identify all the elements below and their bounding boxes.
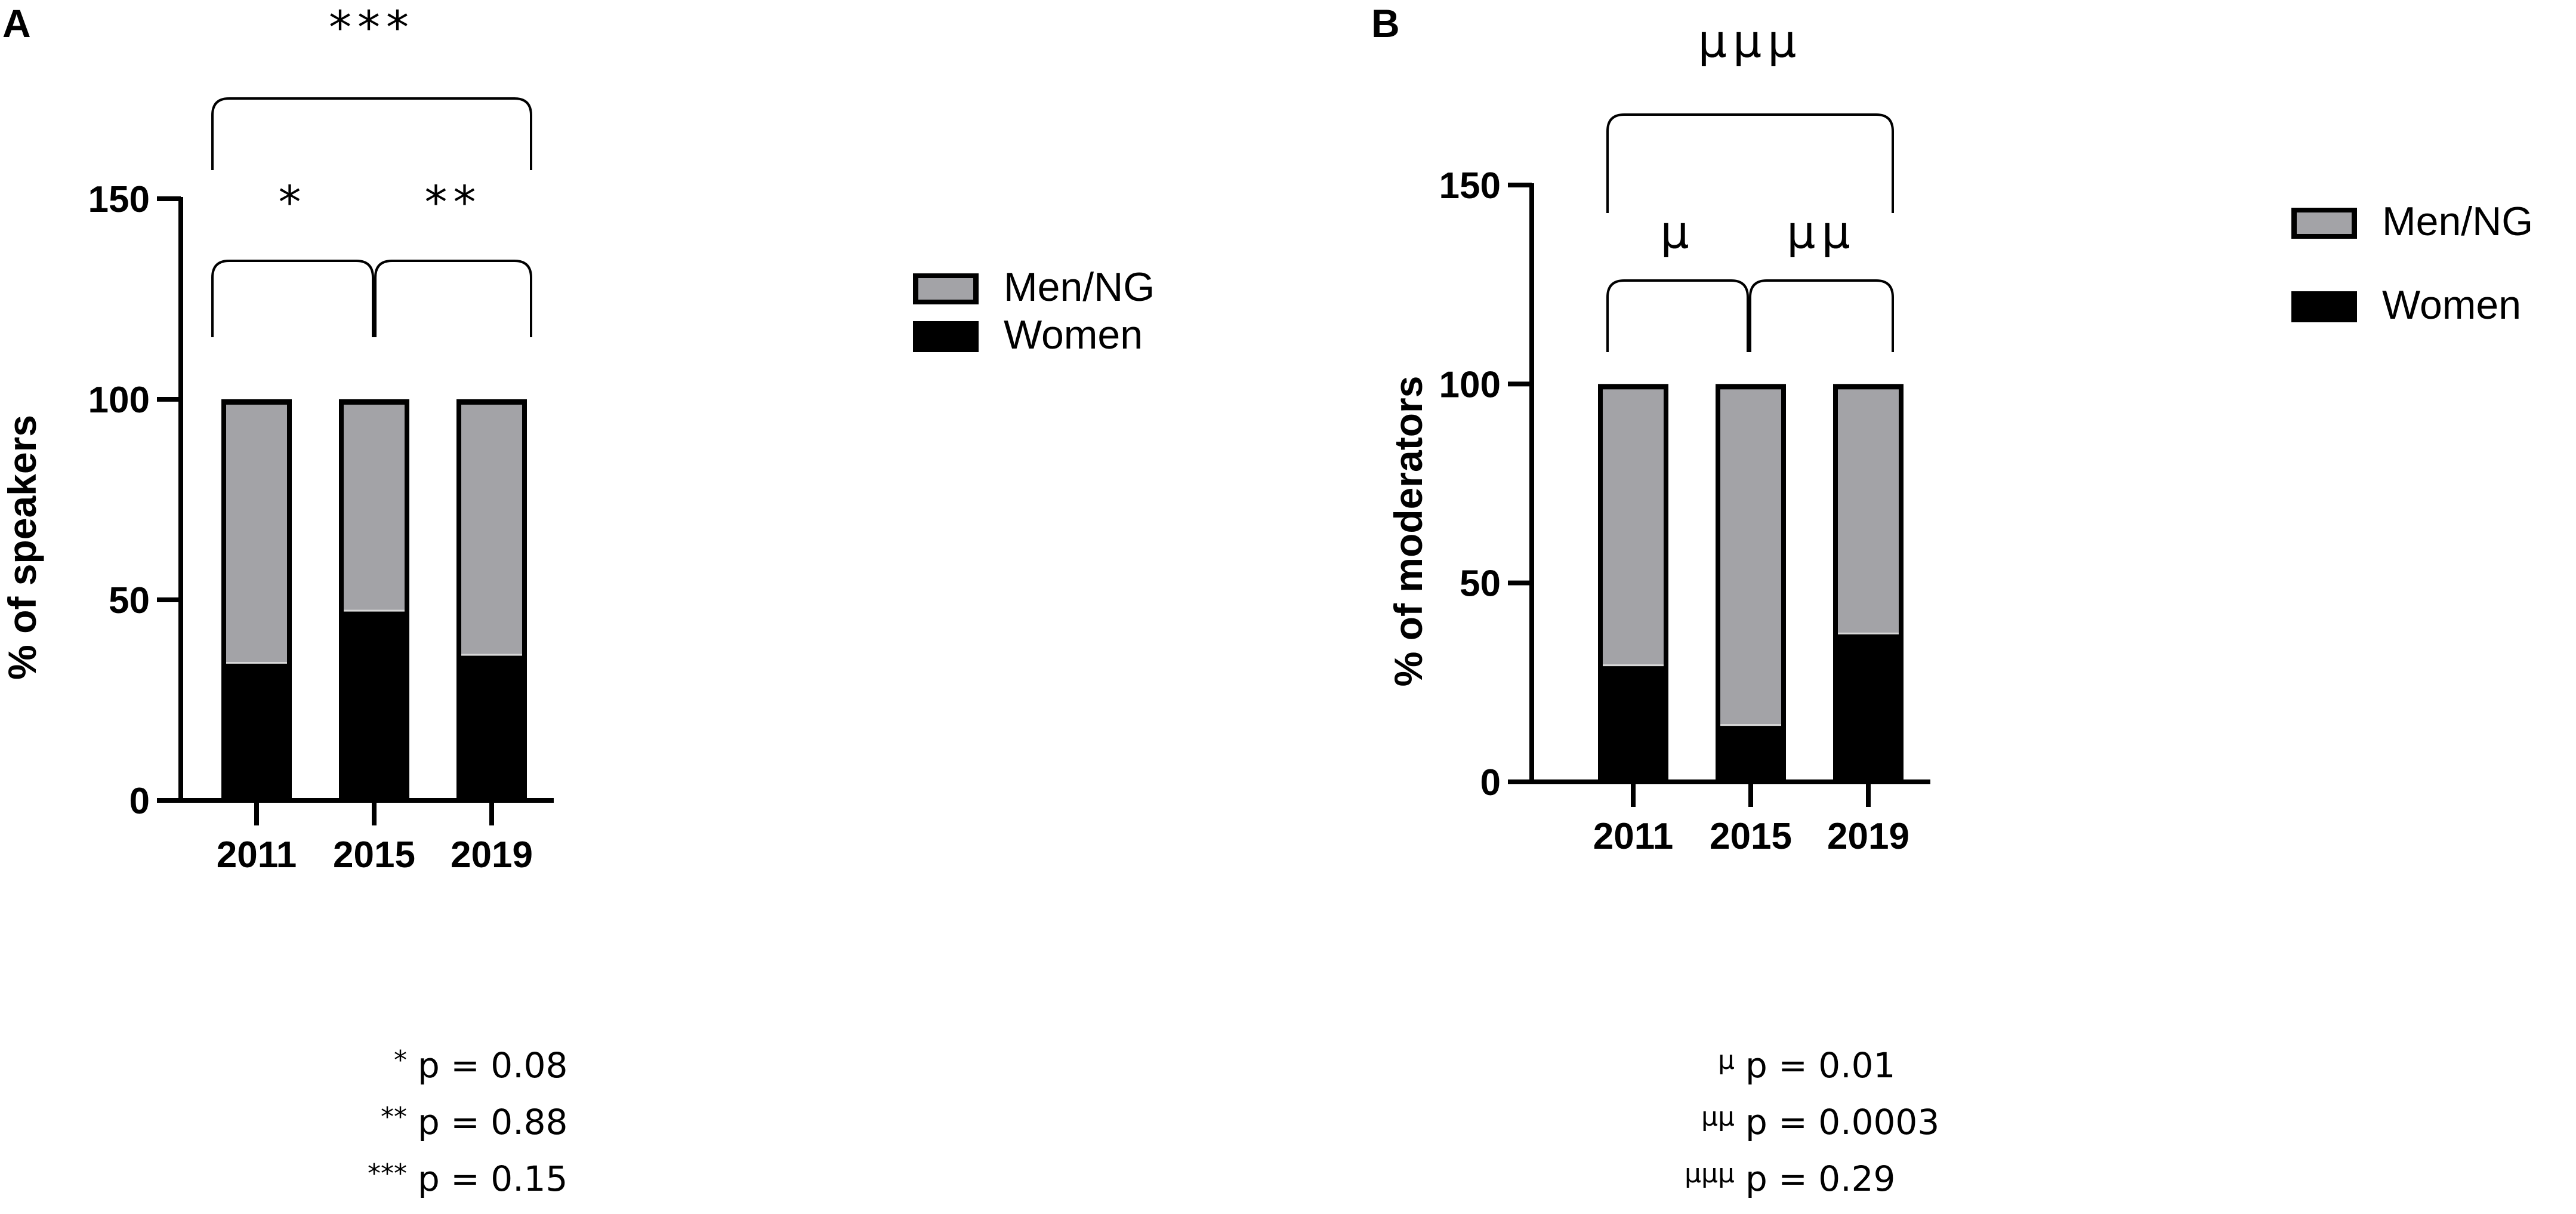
x-tick-label: 2019 bbox=[1827, 816, 1909, 857]
legend-swatch-men-ng-fill bbox=[918, 278, 973, 300]
significance-label: *** bbox=[329, 1, 415, 54]
significance-label: µµ bbox=[1787, 205, 1856, 258]
y-tick-label: 50 bbox=[1460, 563, 1501, 605]
significance-label: * bbox=[279, 175, 307, 229]
significance-label: ** bbox=[425, 175, 482, 229]
y-tick-label: 150 bbox=[88, 179, 150, 220]
legend-swatch-men-ng-fill bbox=[2297, 212, 2352, 234]
bar-men-ng-2019 bbox=[1838, 389, 1899, 634]
y-tick-label: 100 bbox=[88, 380, 150, 421]
footnote-symbol: µµµ bbox=[1685, 1158, 1735, 1189]
legend-label-women: Women bbox=[1004, 312, 1143, 358]
bar-men-ng-2011 bbox=[1603, 389, 1664, 665]
significance-label: µ bbox=[1660, 205, 1695, 258]
significance-bracket bbox=[1749, 279, 1894, 352]
legend-swatch-women bbox=[913, 321, 979, 352]
footnote-text: p = 0.15 bbox=[418, 1158, 567, 1199]
y-tick-label: 0 bbox=[1480, 762, 1501, 803]
panel-letter: A bbox=[2, 1, 31, 45]
x-tick-label: 2011 bbox=[1593, 816, 1674, 857]
legend-label-women: Women bbox=[2382, 282, 2521, 328]
legend-swatch-women bbox=[2291, 291, 2357, 322]
significance-bracket bbox=[211, 260, 374, 337]
footnote-text: p = 0.88 bbox=[418, 1102, 567, 1142]
y-axis-title: % of speakers bbox=[0, 415, 44, 680]
significance-bracket bbox=[211, 97, 532, 170]
significance-bracket bbox=[1606, 113, 1894, 213]
bar-men-ng-2019 bbox=[461, 405, 522, 655]
panel-letter: B bbox=[1371, 1, 1400, 45]
x-tick-label: 2015 bbox=[333, 834, 415, 876]
footnote-text: p = 0.0003 bbox=[1745, 1102, 1939, 1142]
footnote-text: p = 0.29 bbox=[1745, 1158, 1895, 1199]
x-tick-label: 2015 bbox=[1710, 816, 1792, 857]
significance-bracket bbox=[1606, 279, 1749, 352]
significance-label: µµµ bbox=[1698, 14, 1802, 67]
legend-label-men-ng: Men/NG bbox=[2382, 199, 2533, 244]
footnote-text: p = 0.01 bbox=[1745, 1045, 1895, 1086]
footnote-text: p = 0.08 bbox=[418, 1045, 567, 1086]
y-tick-label: 100 bbox=[1439, 364, 1501, 405]
footnote-symbol: ** bbox=[381, 1102, 407, 1132]
x-tick-label: 2019 bbox=[451, 834, 533, 876]
significance-bracket bbox=[374, 260, 532, 337]
footnote-symbol: µµ bbox=[1701, 1102, 1735, 1132]
footnote-symbol: * bbox=[394, 1045, 407, 1076]
bar-men-ng-2015 bbox=[1720, 389, 1781, 725]
y-tick-label: 150 bbox=[1439, 165, 1501, 207]
y-tick-label: 0 bbox=[129, 781, 150, 822]
legend-label-men-ng: Men/NG bbox=[1004, 264, 1155, 310]
footnote-symbol: *** bbox=[368, 1158, 407, 1189]
y-tick-label: 50 bbox=[109, 580, 150, 621]
bar-men-ng-2011 bbox=[226, 405, 287, 663]
x-tick-label: 2011 bbox=[217, 834, 297, 876]
footnote-symbol: µ bbox=[1718, 1045, 1735, 1076]
bar-men-ng-2015 bbox=[344, 405, 405, 611]
y-axis-title: % of moderators bbox=[1386, 376, 1430, 687]
